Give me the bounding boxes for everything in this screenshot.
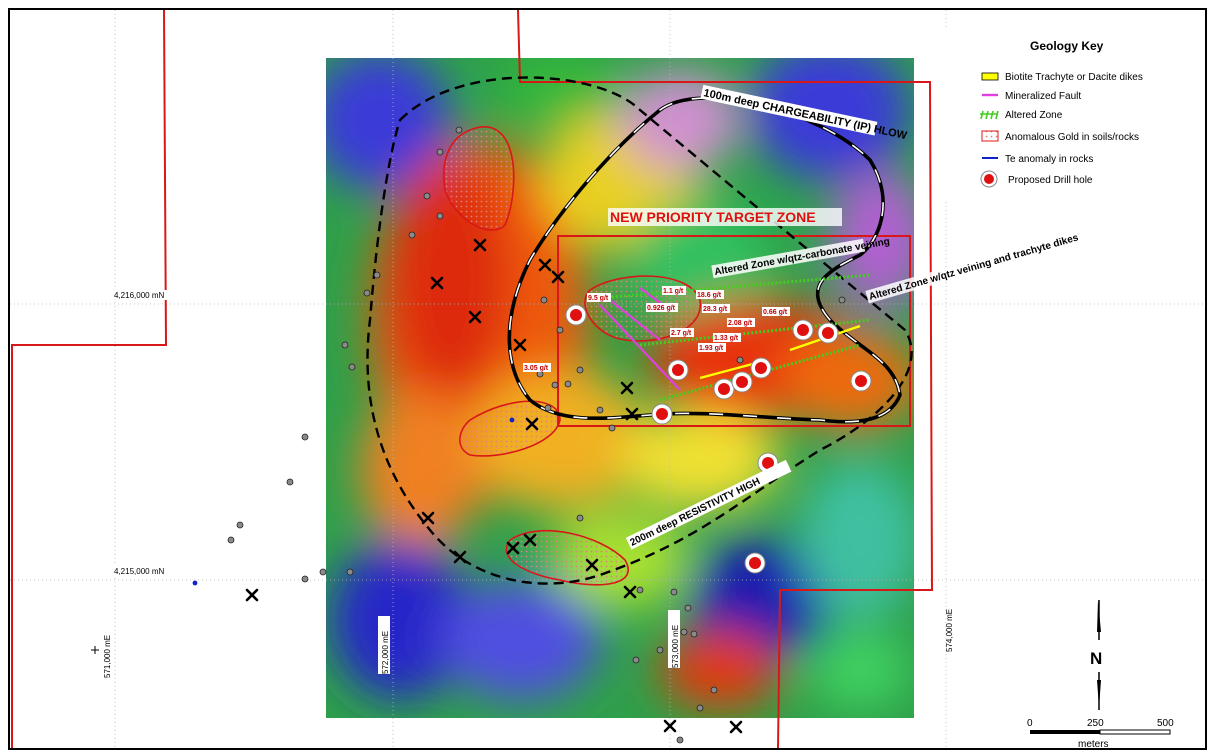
assay-label: 18.6 g/t [697,292,722,299]
assay-label: 1.1 g/t [663,288,684,295]
assay-label: 2.7 g/t [671,330,692,337]
assay-label: 3.05 g/t [524,365,549,372]
legend-item-gold: Anomalous Gold in soils/rocks [982,131,1139,143]
scale-tick-250: 250 [1087,718,1104,729]
assay-label: 1.93 g/t [699,345,724,352]
legend-label: Te anomaly in rocks [1005,154,1093,165]
assay-label: 0.66 g/t [763,309,788,316]
north-label: N [1090,649,1102,668]
legend-label: Biotite Trachyte or Dacite dikes [1005,72,1143,83]
drill-target-icon [981,171,997,187]
easting-label-572: 572,000 mE [381,631,390,674]
priority-target-label: NEW PRIORITY TARGET ZONE [608,208,842,226]
legend-label: Proposed Drill hole [1008,175,1093,186]
easting-label-573: 573,000 mE [671,625,680,668]
legend-label: Anomalous Gold in soils/rocks [1005,132,1139,143]
legend: Geology Key Biotite Trachyte or Dacite d… [945,28,1200,200]
legend-title: Geology Key [1030,39,1104,53]
legend-label: Altered Zone [1005,110,1063,121]
easting-label-574: 574,000 mE [945,609,954,652]
assay-label: 2.08 g/t [728,320,753,327]
red-stipple-icon [982,131,998,141]
easting-label-571: 571,000 mE [103,635,112,678]
northing-label-upper: 4,216,000 mN [114,291,164,300]
northing-label-lower: 4,215,000 mN [114,567,164,576]
scale-tick-0: 0 [1027,718,1033,729]
assay-label: 9.5 g/t [588,295,609,302]
assay-label: 0.926 g/t [647,305,676,312]
scale-unit: meters [1078,739,1109,750]
legend-item-dikes: Biotite Trachyte or Dacite dikes [982,72,1143,83]
scale-tick-500: 500 [1157,718,1174,729]
resistivity-raster [310,40,930,718]
assay-label: 28.3 g/t [703,306,728,313]
assay-label: 1.33 g/t [714,335,739,342]
yellow-dike-icon [982,73,998,80]
legend-label: Mineralized Fault [1005,91,1081,102]
priority-target-text: NEW PRIORITY TARGET ZONE [610,209,816,225]
